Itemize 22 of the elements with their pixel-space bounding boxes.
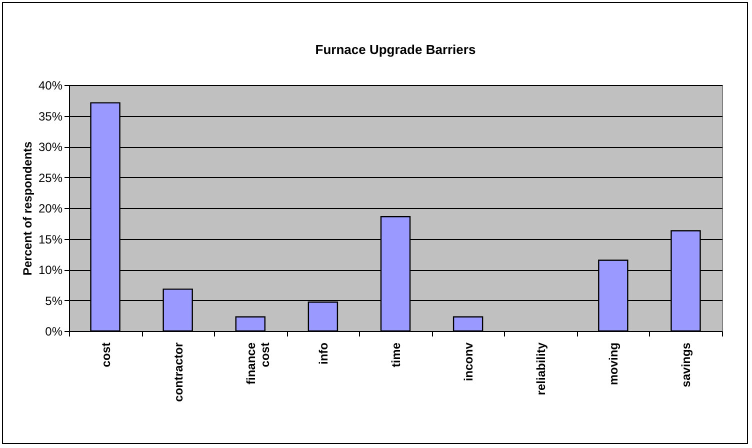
x-tick-label: time <box>389 342 403 368</box>
y-tick-label: 35% <box>38 109 63 124</box>
y-tick-label: 40% <box>38 78 63 92</box>
x-tick-label: contractor <box>171 342 186 402</box>
x-tick-label: reliability <box>534 342 548 396</box>
chart-title: Furnace Upgrade Barriers <box>315 42 476 57</box>
y-tick-label: 25% <box>38 170 63 185</box>
x-tick-label: savings <box>679 342 694 388</box>
x-tick-label: cost <box>98 342 113 368</box>
y-tick-label: 20% <box>38 202 63 216</box>
y-tick-label: 0% <box>45 324 63 338</box>
x-tick-label: info <box>316 342 330 364</box>
y-tick-label: 5% <box>45 294 63 308</box>
y-tick-label: 10% <box>38 263 63 277</box>
y-tick-label: 30% <box>38 140 63 154</box>
x-tick-label: finance cost <box>244 342 272 385</box>
y-axis-title: Percent of respondents <box>20 141 34 276</box>
y-tick-label: 15% <box>38 232 63 246</box>
x-tick-label: moving <box>606 342 621 386</box>
x-tick-label: inconv <box>462 342 476 382</box>
bar <box>452 316 484 332</box>
bar <box>235 316 266 332</box>
